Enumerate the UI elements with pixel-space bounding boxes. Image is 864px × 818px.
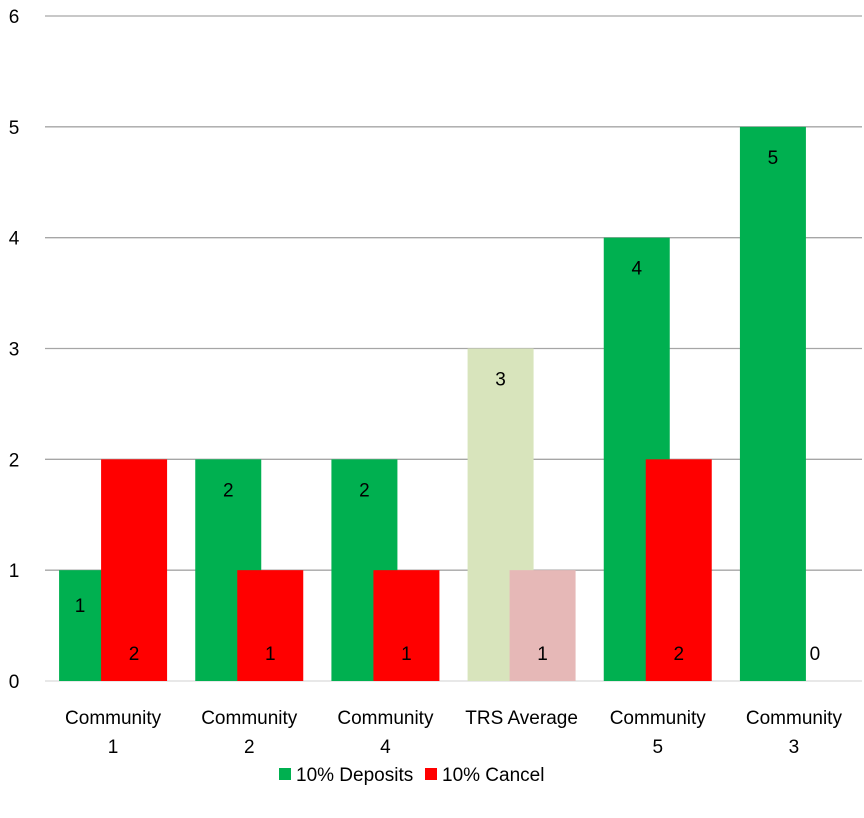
x-category-label: 4 <box>380 737 391 758</box>
data-label: 2 <box>223 480 234 501</box>
legend-label: 10% Cancel <box>442 765 544 786</box>
x-category-label: 1 <box>108 737 119 758</box>
bar <box>739 126 806 682</box>
x-category-label: Community <box>65 708 162 729</box>
x-category-label: 2 <box>244 737 255 758</box>
data-label: 1 <box>401 644 412 665</box>
x-axis: Community 1 Community 2 Community 4 TRS Averag… <box>65 708 842 758</box>
x-category-label: 5 <box>652 737 663 758</box>
bar <box>645 459 712 681</box>
gridlines <box>45 15 862 682</box>
data-label: 1 <box>75 596 86 617</box>
x-category-label: Community <box>746 708 843 729</box>
data-label: 3 <box>495 370 506 391</box>
y-tick-label: 4 <box>9 229 20 250</box>
y-tick-label: 5 <box>9 118 20 139</box>
y-tick-label: 2 <box>9 450 20 471</box>
data-labels: 1 2 2 1 2 1 3 1 4 2 5 0 <box>75 148 820 665</box>
x-category-label: Community <box>610 708 707 729</box>
x-category-label: Community <box>201 708 298 729</box>
legend-label: 10% Deposits <box>296 765 413 786</box>
bar <box>373 570 440 681</box>
legend-item: 10% Cancel <box>425 765 544 786</box>
bar <box>509 570 576 681</box>
y-tick-label: 3 <box>9 340 20 361</box>
y-tick-label: 6 <box>9 7 20 28</box>
legend: 10% Deposits 10% Cancel <box>279 765 544 786</box>
data-label: 2 <box>359 480 370 501</box>
x-category-label: TRS Average <box>465 708 578 729</box>
data-label: 2 <box>673 644 684 665</box>
data-label: 1 <box>265 644 276 665</box>
legend-swatch <box>279 768 291 780</box>
data-label: 4 <box>631 259 642 280</box>
legend-swatch <box>425 768 437 780</box>
data-label: 1 <box>537 644 548 665</box>
y-tick-label: 1 <box>9 561 20 582</box>
bars <box>59 126 806 682</box>
bar <box>237 570 304 681</box>
y-tick-label: 0 <box>9 672 20 693</box>
data-label: 5 <box>768 148 779 169</box>
bar <box>101 459 168 681</box>
data-label: 2 <box>129 644 140 665</box>
legend-item: 10% Deposits <box>279 765 413 786</box>
y-axis: 0 1 2 3 4 5 6 <box>9 7 20 693</box>
data-label: 0 <box>810 644 821 665</box>
x-category-label: Community <box>337 708 434 729</box>
x-category-label: 3 <box>789 737 800 758</box>
